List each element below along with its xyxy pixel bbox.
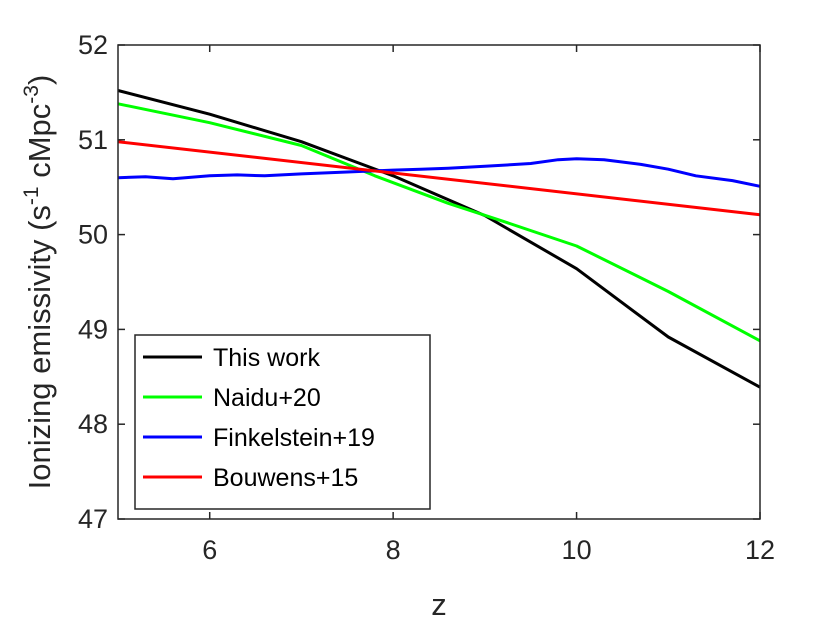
series-line-finkelstein-19 [117, 157, 761, 188]
x-tick-label: 12 [745, 535, 775, 565]
legend-label-this-work: This work [213, 344, 320, 372]
series-line-naidu-20 [117, 102, 761, 343]
y-axis-label-sup2: -3 [20, 85, 43, 104]
y-tick-label: 50 [78, 220, 108, 250]
y-tick-label: 47 [78, 504, 108, 534]
y-tick-label: 51 [78, 125, 108, 155]
x-tick-label: 6 [202, 535, 217, 565]
series-line-this-work [117, 89, 761, 389]
y-axis-label-prefix: Ionizing emissivity (s [22, 205, 57, 489]
y-tick-label: 49 [78, 314, 108, 344]
y-axis-label: Ionizing emissivity (s-1 cMpc-3) [20, 75, 57, 490]
y-axis-label-suffix: ) [22, 75, 57, 85]
plot-frame [117, 44, 761, 520]
legend-box [134, 334, 431, 510]
y-tick-label: 48 [78, 409, 108, 439]
series-lines [117, 89, 761, 389]
legend: This work Naidu+20 Finkelstein+19 Bouwens+1… [134, 334, 431, 510]
x-axis-label: z [431, 587, 447, 622]
axis-ticks: 6 8 10 12 47 48 49 50 51 52 [78, 30, 775, 565]
y-axis-label-middle: cMpc [22, 104, 57, 187]
y-tick-label: 52 [78, 30, 108, 60]
legend-label-finkelstein-19: Finkelstein+19 [213, 424, 375, 452]
legend-label-naidu-20: Naidu+20 [213, 384, 321, 412]
legend-label-bouwens-15: Bouwens+15 [213, 464, 358, 492]
series-line-bouwens-15 [117, 140, 761, 217]
x-tick-label: 8 [386, 535, 401, 565]
y-axis-label-sup1: -1 [20, 186, 43, 205]
x-tick-label: 10 [562, 535, 592, 565]
